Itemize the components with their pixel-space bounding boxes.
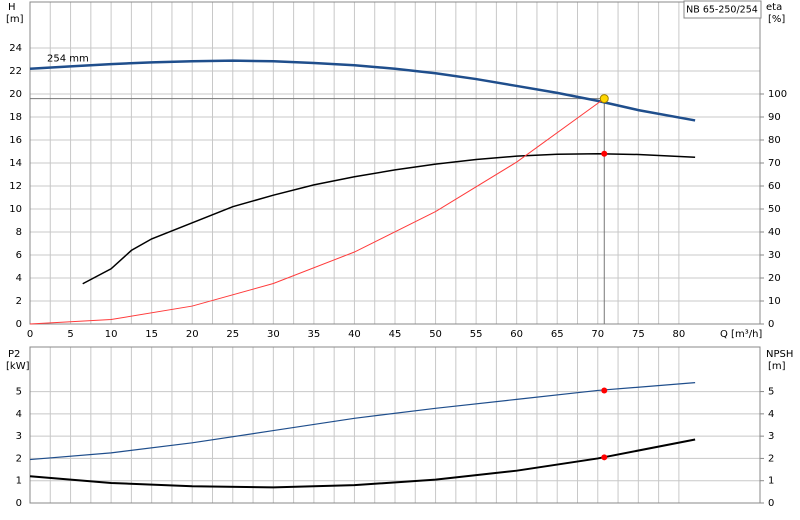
- y-tick-label: 2: [16, 453, 22, 464]
- curve: [29, 438, 696, 489]
- curve: [29, 59, 696, 122]
- x-tick-label: 10: [105, 329, 118, 340]
- x-tick-label: 25: [226, 329, 239, 340]
- y2-axis-unit: [%]: [768, 14, 785, 25]
- y-tick-label: 1: [16, 476, 22, 487]
- title-box: [683, 0, 762, 19]
- x-tick-label: 40: [348, 329, 361, 340]
- y2-tick-label: 1: [768, 476, 774, 487]
- y-tick-label: 5: [16, 387, 22, 398]
- y-tick-label: 6: [16, 250, 22, 261]
- y2-tick-label: 40: [768, 227, 781, 238]
- y2-tick-label: 0: [768, 319, 774, 330]
- x-tick-label: 0: [27, 329, 33, 340]
- y2-tick-label: 90: [768, 112, 781, 123]
- x-tick-label: 30: [267, 329, 280, 340]
- plot-frame: [29, 346, 761, 504]
- x-tick-label: 50: [429, 329, 442, 340]
- y-axis-unit: [kW]: [6, 361, 30, 372]
- y-axis-label: P2: [8, 349, 20, 360]
- operating-point: [601, 150, 608, 157]
- curve: [29, 382, 696, 461]
- y-tick-label: 4: [16, 273, 22, 284]
- y-tick-label: 0: [16, 319, 22, 330]
- x-tick-label: 20: [186, 329, 199, 340]
- x-tick-label: 75: [632, 329, 645, 340]
- y-tick-label: 16: [9, 135, 22, 146]
- y-tick-label: 20: [9, 89, 22, 100]
- y-tick-label: 10: [9, 204, 22, 215]
- operating-point: [599, 94, 609, 104]
- curve: [82, 153, 696, 285]
- y-axis-label: H: [8, 2, 16, 13]
- x-tick-label: 70: [591, 329, 604, 340]
- y2-tick-label: 5: [768, 387, 774, 398]
- y2-tick-label: 2: [768, 453, 774, 464]
- x-tick-label: 80: [673, 329, 686, 340]
- y-tick-label: 0: [16, 498, 22, 509]
- y2-tick-label: 10: [768, 296, 781, 307]
- x-tick-label: 5: [67, 329, 73, 340]
- curve: [29, 98, 605, 325]
- y-tick-label: 3: [16, 431, 22, 442]
- y-tick-label: 8: [16, 227, 22, 238]
- x-tick-label: 55: [470, 329, 483, 340]
- x-tick-label: 60: [510, 329, 523, 340]
- y2-axis-label: NPSH: [766, 349, 793, 360]
- y2-tick-label: 80: [768, 135, 781, 146]
- y2-tick-label: 100: [768, 89, 787, 100]
- y2-axis-label: eta: [766, 2, 782, 13]
- y2-axis-unit: [m]: [768, 361, 786, 372]
- y-tick-label: 12: [9, 181, 22, 192]
- x-tick-label: 45: [389, 329, 402, 340]
- y2-tick-label: 20: [768, 273, 781, 284]
- operating-point: [601, 454, 608, 461]
- y-tick-label: 24: [9, 43, 22, 54]
- y-tick-label: 18: [9, 112, 22, 123]
- x-tick-label: 35: [308, 329, 321, 340]
- y2-tick-label: 60: [768, 181, 781, 192]
- chart-title: NB 65-250/254: [686, 5, 758, 16]
- curve-label: 254 mm: [47, 54, 89, 65]
- y-tick-label: 22: [9, 66, 22, 77]
- y2-tick-label: 50: [768, 204, 781, 215]
- x-tick-label: 65: [551, 329, 564, 340]
- y2-tick-label: 30: [768, 250, 781, 261]
- y-tick-label: 2: [16, 296, 22, 307]
- y-tick-label: 14: [9, 158, 22, 169]
- y-axis-unit: [m]: [6, 14, 24, 25]
- y2-tick-label: 4: [768, 409, 774, 420]
- y-tick-label: 4: [16, 409, 22, 420]
- y2-tick-label: 70: [768, 158, 781, 169]
- x-tick-label: 15: [145, 329, 158, 340]
- y2-tick-label: 3: [768, 431, 774, 442]
- x-axis-label: Q [m³/h]: [720, 329, 762, 340]
- y2-tick-label: 0: [768, 498, 774, 509]
- operating-point: [601, 387, 608, 394]
